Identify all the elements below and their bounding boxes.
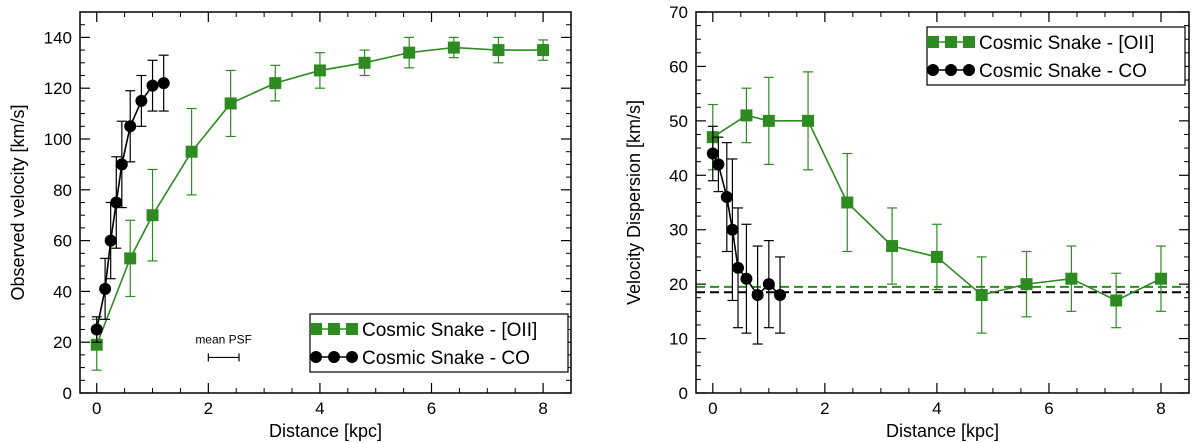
data-point-square [537,44,550,57]
data-point-square [124,252,137,265]
data-point-square [1110,294,1123,307]
data-point-square [358,56,371,69]
x-tick-label: 6 [1044,399,1053,418]
legend-marker-circle [963,64,975,76]
y-tick-label: 50 [669,112,688,131]
x-axis-label: Distance [kpc] [886,421,999,441]
legend-marker-circle [945,64,957,76]
y-tick-label: 0 [63,384,72,403]
series-oii [706,71,1167,334]
series-line [95,46,544,346]
x-tick-label: 8 [538,399,547,418]
data-point-square [975,289,988,302]
x-tick-label: 6 [427,399,436,418]
data-point-square [1065,272,1078,285]
x-tick-label: 8 [1156,399,1165,418]
legend-label: Cosmic Snake - CO [362,348,530,369]
data-point-circle [157,77,170,90]
legend-marker-square [328,323,340,335]
data-point-circle [124,120,137,133]
y-tick-label: 20 [53,333,72,352]
data-point-circle [146,79,159,92]
x-tick-label: 0 [708,399,717,418]
y-tick-label: 140 [44,28,72,47]
data-point-circle [720,191,733,204]
legend-label: Cosmic Snake - [OII] [362,320,537,341]
data-point-square [886,240,899,253]
series-co [90,54,170,343]
x-tick-label: 4 [932,399,941,418]
legend: Cosmic Snake - [OII] Cosmic Snake - CO [926,26,1186,86]
data-point-circle [706,147,719,160]
y-tick-label: 40 [53,282,72,301]
y-tick-label: 10 [669,330,688,349]
data-point-circle [726,223,739,236]
series-co [706,125,787,345]
data-point-square [224,97,237,110]
data-point-square [740,109,753,122]
data-point-square [1020,278,1033,291]
y-tick-label: 60 [53,232,72,251]
x-axis-label: Distance [kpc] [269,421,382,441]
data-point-square [185,145,198,158]
x-tick-label: 2 [820,399,829,418]
x-tick-label: 4 [315,399,324,418]
data-point-circle [90,323,103,336]
legend-marker-circle [328,351,340,363]
y-tick-label: 120 [44,79,72,98]
data-point-circle [99,282,112,295]
x-tick-label: 0 [92,399,101,418]
y-tick-label: 30 [669,221,688,240]
legend-marker-square [927,36,939,48]
data-point-circle [110,196,123,209]
data-point-square [447,41,460,54]
data-point-square [269,77,282,90]
legend-marker-square [310,323,322,335]
data-point-square [841,196,854,209]
data-point-circle [115,158,128,171]
data-point-square [403,46,416,59]
y-axis-label: Observed velocity [km/s] [8,104,28,300]
x-tick-label: 2 [204,399,213,418]
y-tick-label: 70 [669,3,688,22]
y-tick-label: 0 [679,384,688,403]
legend-marker-circle [310,351,322,363]
mean-psf-label: mean PSF [195,332,252,346]
data-point-circle [751,289,764,302]
y-tick-label: 60 [669,57,688,76]
legend-marker-circle [346,351,358,363]
data-point-circle [732,261,745,274]
data-point-circle [712,158,725,171]
y-tick-label: 100 [44,130,72,149]
data-point-circle [135,94,148,107]
y-tick-label: 40 [669,166,688,185]
legend-marker-square [963,36,975,48]
y-axis-label: Velocity Dispersion [km/s] [624,100,644,305]
dispersion-chart: 0 2 4 6 8 0 10 20 30 40 50 60 70 Distance [kpc] Veloci… [624,3,1190,441]
legend-marker-circle [927,64,939,76]
data-point-circle [762,278,775,291]
data-point-square [930,250,943,263]
legend-marker-square [346,323,358,335]
mean-psf-annotation: mean PSF [195,332,252,362]
data-point-circle [774,289,787,302]
data-point-square [1154,272,1167,285]
y-tick-label: 80 [53,181,72,200]
legend-label: Cosmic Snake - CO [979,61,1147,82]
data-point-circle [740,272,753,285]
data-point-square [492,44,505,57]
data-point-square [146,209,159,222]
data-point-square [802,114,815,127]
legend: Cosmic Snake - [OII] Cosmic Snake - CO [309,313,569,373]
data-point-square [313,64,326,77]
y-tick-label: 20 [669,275,688,294]
data-point-square [762,114,775,127]
legend-label: Cosmic Snake - [OII] [979,33,1154,54]
data-point-circle [104,234,117,247]
legend-marker-square [945,36,957,48]
